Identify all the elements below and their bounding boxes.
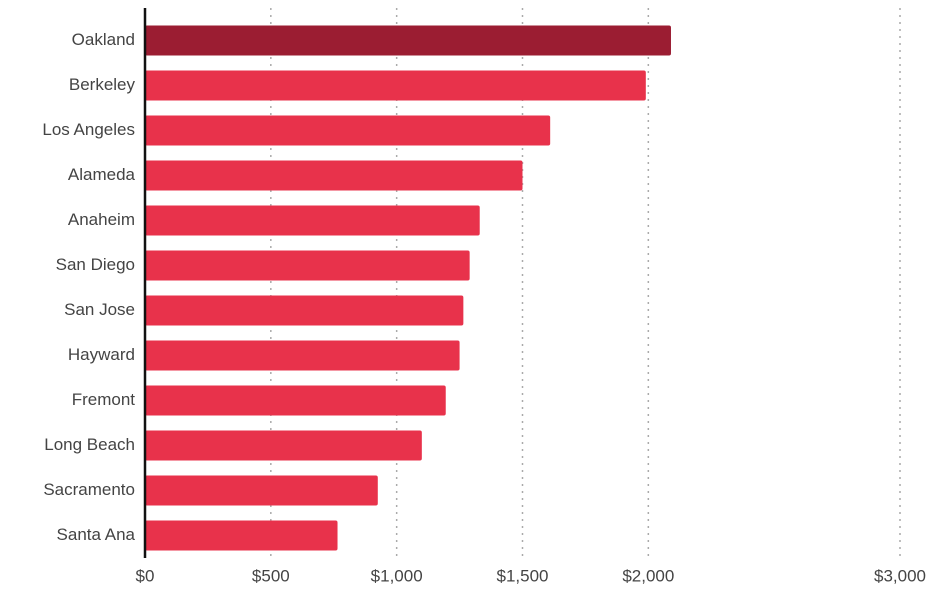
y-tick-label: Los Angeles	[42, 120, 135, 139]
bar	[145, 250, 470, 281]
y-tick-label: San Jose	[64, 300, 135, 319]
bar	[145, 295, 464, 326]
x-tick-label: $1,500	[497, 566, 549, 585]
y-tick-label: Oakland	[72, 30, 135, 49]
bar	[145, 25, 671, 56]
bar	[145, 430, 422, 461]
bar	[145, 385, 446, 416]
y-tick-label: Berkeley	[69, 75, 136, 94]
bar	[145, 475, 378, 506]
y-tick-label: Fremont	[72, 390, 136, 409]
y-tick-label: Alameda	[68, 165, 136, 184]
bar	[145, 70, 646, 101]
bar	[145, 340, 460, 371]
x-tick-label: $2,000	[622, 566, 674, 585]
y-tick-label: Anaheim	[68, 210, 135, 229]
x-tick-label: $0	[136, 566, 155, 585]
bar	[145, 205, 480, 236]
bar	[145, 115, 551, 146]
y-tick-label: San Diego	[56, 255, 135, 274]
bar	[145, 520, 338, 551]
y-tick-label: Hayward	[68, 345, 135, 364]
x-tick-label: $500	[252, 566, 290, 585]
y-tick-label: Santa Ana	[57, 525, 136, 544]
x-tick-label: $3,000	[874, 566, 926, 585]
x-tick-label: $1,000	[371, 566, 423, 585]
y-tick-label: Sacramento	[43, 480, 135, 499]
y-tick-label: Long Beach	[44, 435, 135, 454]
bar	[145, 160, 523, 191]
